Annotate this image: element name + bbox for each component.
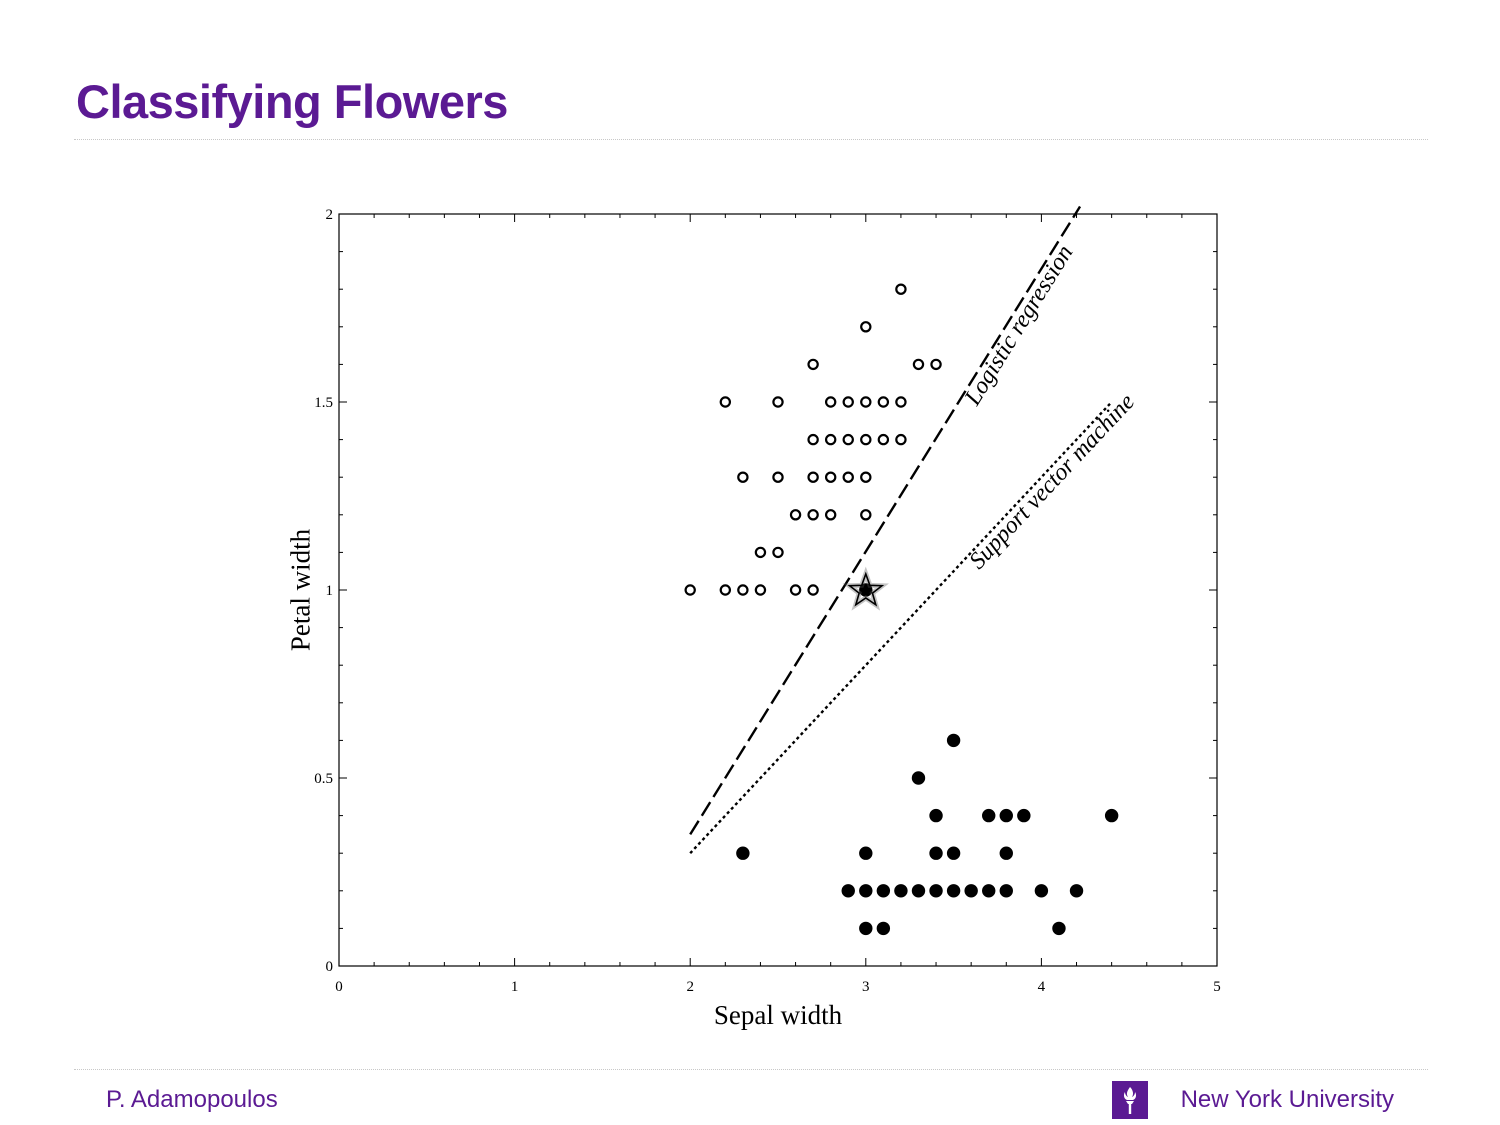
data-point xyxy=(859,884,873,898)
x-tick-label: 0 xyxy=(335,979,343,995)
data-point xyxy=(754,546,767,559)
data-point xyxy=(946,884,961,898)
star-icon xyxy=(847,571,885,607)
data-point xyxy=(877,433,890,446)
x-tick-label: 2 xyxy=(686,979,694,995)
data-point xyxy=(807,471,819,483)
data-point xyxy=(789,584,802,596)
data-point xyxy=(1069,884,1084,898)
nyu-torch-icon xyxy=(1112,1081,1148,1119)
x-tick-label: 4 xyxy=(1038,979,1046,995)
data-point xyxy=(999,846,1013,860)
data-point xyxy=(876,921,891,936)
data-point xyxy=(736,846,750,860)
data-point xyxy=(772,546,784,559)
data-point xyxy=(719,584,732,596)
data-point xyxy=(842,433,854,446)
data-point xyxy=(807,433,819,446)
y-tick-label: 2 xyxy=(326,207,334,223)
plot-frame xyxy=(338,213,1218,967)
data-point xyxy=(946,846,961,860)
data-point xyxy=(684,584,696,596)
data-point xyxy=(860,509,872,521)
data-point xyxy=(789,509,802,521)
data-point xyxy=(860,321,872,333)
data-point xyxy=(876,884,891,898)
title-divider xyxy=(74,139,1428,140)
data-point xyxy=(859,921,873,936)
data-point xyxy=(912,358,925,371)
x-tick-label: 1 xyxy=(511,979,519,995)
data-point xyxy=(859,846,873,860)
data-point xyxy=(860,396,872,408)
data-point xyxy=(737,471,749,483)
tick-labels: 0 1 2 3 4 5 0 0.5 1 1.5 2 xyxy=(314,207,1221,995)
data-point xyxy=(860,471,872,483)
data-point xyxy=(964,884,978,898)
data-point xyxy=(982,884,996,898)
footer-organization: New York University xyxy=(1180,1086,1394,1113)
data-point xyxy=(1017,808,1031,823)
data-point xyxy=(807,358,819,371)
footer-author: P. Adamopoulos xyxy=(106,1086,278,1113)
data-point xyxy=(946,733,961,748)
data-point xyxy=(824,433,837,446)
data-point xyxy=(772,396,784,408)
data-point xyxy=(1052,921,1066,936)
boundary-line xyxy=(689,401,1113,855)
y-tick-label: 1 xyxy=(326,583,334,599)
data-point xyxy=(982,808,996,823)
data-point xyxy=(824,471,837,483)
data-point xyxy=(895,283,907,295)
y-tick-label: 0 xyxy=(326,959,334,975)
highlight-point xyxy=(859,583,873,597)
data-points xyxy=(684,283,1119,936)
data-point xyxy=(894,884,908,898)
y-tick-label: 0.5 xyxy=(314,771,333,787)
data-point xyxy=(999,884,1013,898)
data-point xyxy=(911,771,926,785)
data-point xyxy=(1034,884,1049,898)
data-point xyxy=(824,509,837,521)
boundary-line-label: Support vector machine xyxy=(964,389,1140,575)
data-point xyxy=(1104,808,1119,823)
data-point xyxy=(842,471,854,483)
y-tick-label: 1.5 xyxy=(314,395,333,411)
x-axis-title: Sepal width xyxy=(714,1000,843,1030)
data-point xyxy=(860,433,872,446)
data-point xyxy=(841,884,855,898)
data-point xyxy=(719,396,732,408)
x-tick-label: 3 xyxy=(862,979,870,995)
slide-title: Classifying Flowers xyxy=(76,75,508,128)
data-point xyxy=(929,884,943,898)
boundary-line-label: Logistic regression xyxy=(959,241,1078,411)
data-point xyxy=(999,808,1013,823)
tick-marks xyxy=(338,213,1218,967)
data-point xyxy=(842,396,854,408)
data-point xyxy=(824,396,837,408)
data-point xyxy=(754,584,767,596)
data-point xyxy=(807,584,819,596)
y-axis-title: Petal width xyxy=(285,528,315,651)
data-point xyxy=(895,396,907,408)
data-point xyxy=(930,358,942,371)
data-point xyxy=(877,396,890,408)
boundary-line xyxy=(689,205,1082,836)
data-point xyxy=(737,584,749,596)
data-point xyxy=(895,433,907,446)
data-point xyxy=(911,884,926,898)
data-point xyxy=(807,509,819,521)
data-point xyxy=(772,471,784,483)
data-point xyxy=(929,808,943,823)
x-tick-label: 5 xyxy=(1213,979,1221,995)
data-point xyxy=(929,846,943,860)
footer-divider xyxy=(74,1069,1428,1070)
